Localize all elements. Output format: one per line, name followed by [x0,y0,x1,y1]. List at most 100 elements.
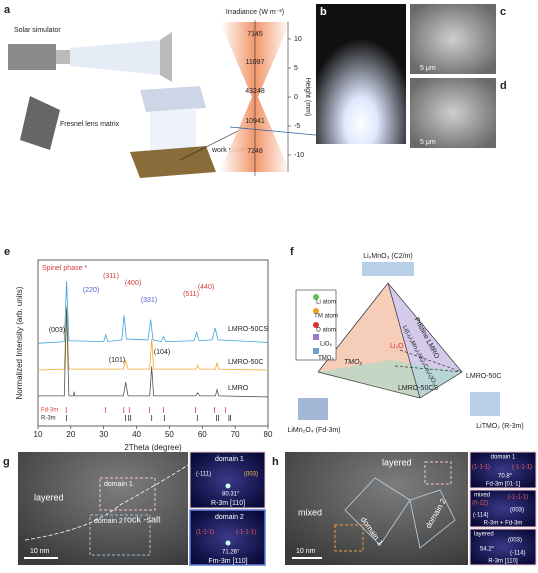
reference-label: R-3m [41,416,56,422]
panel-f: f Li₂MnO₃ (C2/m) Pristine LMRO Li(Li₁/₃M… [287,246,523,434]
inset-title: mixed [474,493,490,499]
label: work plane [211,147,246,154]
scale-bar: 5 μm [420,139,436,146]
panel-a: a Solar simulator Fresnel lens matrix wo… [4,4,391,178]
legend-icon [313,334,319,340]
x-tick-label: 50 [165,430,174,439]
roi [99,477,156,511]
domain [409,489,456,549]
peak-label: (440) [198,284,214,291]
peak-label: (101) [109,357,125,364]
photo [316,4,406,144]
xrd-line [37,305,269,371]
peak-label: (104) [154,349,170,356]
roi [89,514,151,556]
panel-letter: c [500,6,506,18]
y-axis-title: Normalized Intensity (arb. units) [15,286,24,399]
panel-d: d 5 μm [410,78,507,148]
irradiance-label: 7145 [247,31,263,38]
tick-label: 5 [294,65,298,72]
panel-letter: f [290,246,294,258]
legend-icon [313,348,319,354]
label: domain 2 [94,518,123,525]
spot-label: (003) [510,508,524,514]
spot-label: (-1-1-1) [236,530,256,536]
spot-label: (-1-1-1) [512,465,532,471]
label: mixed [298,507,322,517]
label: LMRO-50CS [398,385,438,392]
label: Li₂O [390,343,404,350]
scale-label: 10 nm [296,548,316,555]
spot-label: (-114) [510,551,526,557]
fft-spot [225,483,231,489]
boundary [24,464,189,541]
lens-icon [20,96,60,150]
legend-label: LiO₆ [320,342,332,348]
panel-h: h layered mixed domain 1 domain 2 10 nm … [272,451,537,566]
angle: 71.26° [222,550,240,556]
label: LMRO-50C [466,373,501,380]
inset-title: domain 2 [215,514,244,521]
scale-bar: 5 μm [420,65,436,72]
zone: R-3m [110] [211,500,245,507]
angle: 70.8° [498,474,513,480]
fft-spot [225,540,231,546]
tem-image [18,452,188,565]
zone: R-3m [110] [488,559,518,565]
legend-label: Li atom [316,300,336,306]
series-label: LMRO-50C [228,359,263,366]
irradiance-label: 11097 [246,59,265,66]
crystal [362,262,414,276]
angle: 80.31° [222,492,240,498]
tick-label: -10 [294,152,304,159]
annotation: Spinel phase * [42,265,87,272]
vertex-label: Li₂MnO₃ (C2/m) [363,253,413,260]
vertex-label: LiMn₂O₄ (Fd-3m) [287,427,340,434]
peak-label: (220) [83,287,99,294]
panel-b: b [316,4,406,144]
irradiance-label: 7248 [247,148,263,155]
scale-label: 10 nm [30,548,50,555]
work-plane [130,146,216,178]
spot-label: (1-1-1) [472,465,490,471]
spot-label: (003) [244,472,258,478]
fft-inset [189,451,266,509]
legend-label: TMO₆ [318,356,334,362]
irradiance-label: 10941 [245,118,265,125]
peak-label: (003) [49,327,65,334]
xrd-line [37,281,269,344]
series-label: LMRO [228,385,249,392]
zone: Fd-3m [01-1] [486,482,521,488]
crystal [298,398,328,420]
label: domain 1 [104,481,133,488]
light-beam [150,108,196,154]
angle: 54.2° [480,547,495,553]
tick-label: -5 [294,123,300,130]
panel-letter: a [4,4,11,16]
x-tick-label: 30 [99,430,108,439]
legend-icon [313,322,319,328]
tem-image [285,452,468,565]
label: TMO₂ [344,359,363,366]
spot-label: (1-1-1) [196,530,214,536]
panel-g: g domain 1 domain 2 layered rock -salt 1… [3,451,266,566]
spot-label: (-111) [196,472,211,478]
path [394,365,463,373]
spot-label: (0-22) [472,501,488,507]
xrd-line [38,308,269,398]
sem-image [410,78,496,148]
x-tick-label: 40 [132,430,141,439]
label: Solar simulator [14,27,61,34]
zone: Fm-3m [110] [208,558,247,565]
roi [424,461,452,485]
panel-letter: d [500,80,507,92]
x-tick-label: 60 [198,430,207,439]
inset-title: domain 1 [215,456,244,463]
legend-label: TM atom [314,314,338,320]
roi [334,524,364,552]
legend-icon [313,308,319,314]
lamp [8,44,56,70]
label: Fresnel lens matrix [60,121,120,128]
tick-label: 10 [294,36,302,43]
sem-image [410,4,496,74]
